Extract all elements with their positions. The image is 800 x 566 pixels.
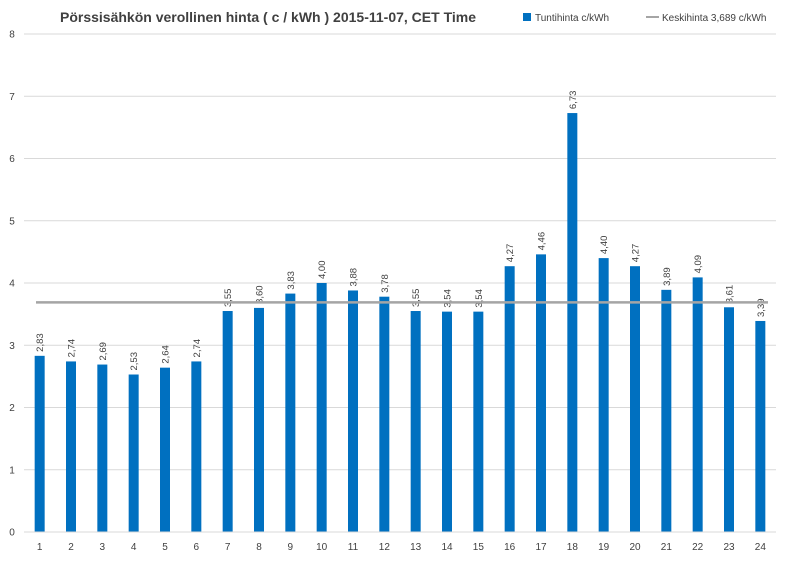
bar bbox=[567, 113, 578, 533]
bar-value-label: 4,27 bbox=[631, 244, 642, 263]
x-tick-label: 19 bbox=[598, 542, 610, 553]
bar-value-label: 4,27 bbox=[505, 244, 516, 263]
y-tick-label: 8 bbox=[9, 30, 15, 41]
bar-value-label: 3,88 bbox=[349, 268, 360, 287]
x-tick-label: 10 bbox=[316, 542, 328, 553]
bar-value-label: 4,00 bbox=[317, 261, 328, 280]
bar bbox=[66, 361, 76, 532]
x-tick-label: 17 bbox=[535, 542, 547, 553]
bar-data-labels: 2,83 2,74 2,69 2,53 2,64 2,74 3,55 3,60 3,83 4,00… bbox=[35, 91, 767, 371]
chart-title: Pörssisähkön verollinen hinta ( c / kWh … bbox=[60, 9, 476, 25]
bar-value-label: 6,73 bbox=[568, 91, 579, 110]
bar-value-label: 4,46 bbox=[537, 232, 548, 251]
x-axis-ticks: 1 2 3 4 5 6 7 8 9 10 11 12 13 14 15 16 17 18 19 20 21 22 23 24 bbox=[37, 542, 766, 553]
bar bbox=[442, 311, 452, 532]
x-tick-label: 9 bbox=[288, 542, 294, 553]
y-tick-label: 4 bbox=[9, 279, 15, 290]
x-tick-label: 2 bbox=[68, 542, 74, 553]
x-tick-label: 14 bbox=[441, 542, 453, 553]
bars bbox=[34, 113, 766, 533]
bar-value-label: 2,83 bbox=[35, 333, 46, 352]
x-tick-label: 11 bbox=[348, 542, 359, 553]
bar-value-label: 2,53 bbox=[129, 352, 140, 371]
bar bbox=[285, 293, 296, 532]
gridlines bbox=[24, 33, 776, 471]
x-tick-label: 4 bbox=[131, 542, 137, 553]
y-tick-label: 2 bbox=[9, 403, 15, 414]
bar bbox=[97, 364, 108, 532]
y-tick-label: 6 bbox=[9, 154, 15, 165]
bar bbox=[348, 290, 358, 532]
x-tick-label: 24 bbox=[755, 542, 767, 553]
bar-value-label: 2,74 bbox=[67, 339, 78, 358]
x-tick-label: 13 bbox=[410, 542, 422, 553]
bar bbox=[128, 374, 139, 532]
bar-value-label: 4,09 bbox=[693, 255, 704, 274]
bar-value-label: 3,54 bbox=[474, 289, 485, 308]
bar-value-label: 4,40 bbox=[599, 236, 610, 255]
bar-value-label: 3,89 bbox=[662, 267, 673, 286]
bar-value-label: 2,74 bbox=[192, 339, 203, 358]
x-tick-label: 5 bbox=[162, 542, 168, 553]
y-tick-label: 7 bbox=[9, 92, 15, 103]
legend-bar-label: Tuntihinta c/kWh bbox=[535, 13, 609, 24]
x-tick-label: 1 bbox=[37, 542, 43, 553]
y-tick-label: 5 bbox=[9, 216, 15, 227]
x-tick-label: 23 bbox=[723, 542, 735, 553]
bar bbox=[379, 296, 390, 532]
bar bbox=[724, 307, 734, 532]
bar bbox=[692, 277, 703, 532]
legend: Tuntihinta c/kWh Keskihinta 3,689 c/kWh bbox=[523, 13, 767, 24]
bar bbox=[504, 266, 515, 532]
bar bbox=[191, 361, 202, 532]
bar-value-label: 3,78 bbox=[380, 274, 391, 293]
x-tick-label: 22 bbox=[692, 542, 704, 553]
bar-value-label: 3,61 bbox=[725, 285, 736, 304]
bar-value-label: 2,64 bbox=[161, 345, 172, 364]
x-tick-label: 16 bbox=[504, 542, 516, 553]
x-tick-label: 20 bbox=[629, 542, 641, 553]
bar bbox=[222, 311, 233, 532]
x-tick-label: 7 bbox=[225, 542, 231, 553]
bar bbox=[316, 283, 327, 532]
bar bbox=[536, 254, 546, 533]
bar bbox=[755, 320, 766, 532]
x-tick-label: 15 bbox=[473, 542, 485, 553]
bar-value-label: 3,54 bbox=[443, 289, 454, 308]
bar-value-label: 3,60 bbox=[255, 285, 266, 304]
x-tick-label: 8 bbox=[256, 542, 262, 553]
x-tick-label: 3 bbox=[100, 542, 106, 553]
bar-value-label: 3,39 bbox=[756, 298, 767, 317]
bar-value-label: 3,55 bbox=[223, 289, 234, 308]
x-tick-label: 18 bbox=[567, 542, 579, 553]
x-tick-label: 21 bbox=[661, 542, 673, 553]
bar bbox=[598, 258, 609, 532]
bar bbox=[254, 307, 264, 532]
bar bbox=[473, 311, 484, 532]
legend-bar-swatch bbox=[523, 13, 531, 21]
bar bbox=[630, 266, 640, 532]
bar bbox=[34, 355, 45, 532]
y-axis-ticks: 0 1 2 3 4 5 6 7 8 bbox=[9, 30, 15, 539]
bar bbox=[661, 289, 672, 532]
legend-line-label: Keskihinta 3,689 c/kWh bbox=[662, 13, 767, 24]
bar-value-label: 3,83 bbox=[286, 271, 297, 290]
bar-value-label: 2,69 bbox=[98, 342, 109, 361]
x-tick-label: 12 bbox=[379, 542, 391, 553]
bar-value-label: 3,55 bbox=[411, 289, 422, 308]
y-tick-label: 3 bbox=[9, 341, 15, 352]
y-tick-label: 1 bbox=[9, 465, 15, 476]
bar bbox=[410, 311, 421, 532]
bar bbox=[160, 367, 170, 532]
y-tick-label: 0 bbox=[9, 528, 15, 539]
x-tick-label: 6 bbox=[194, 542, 200, 553]
